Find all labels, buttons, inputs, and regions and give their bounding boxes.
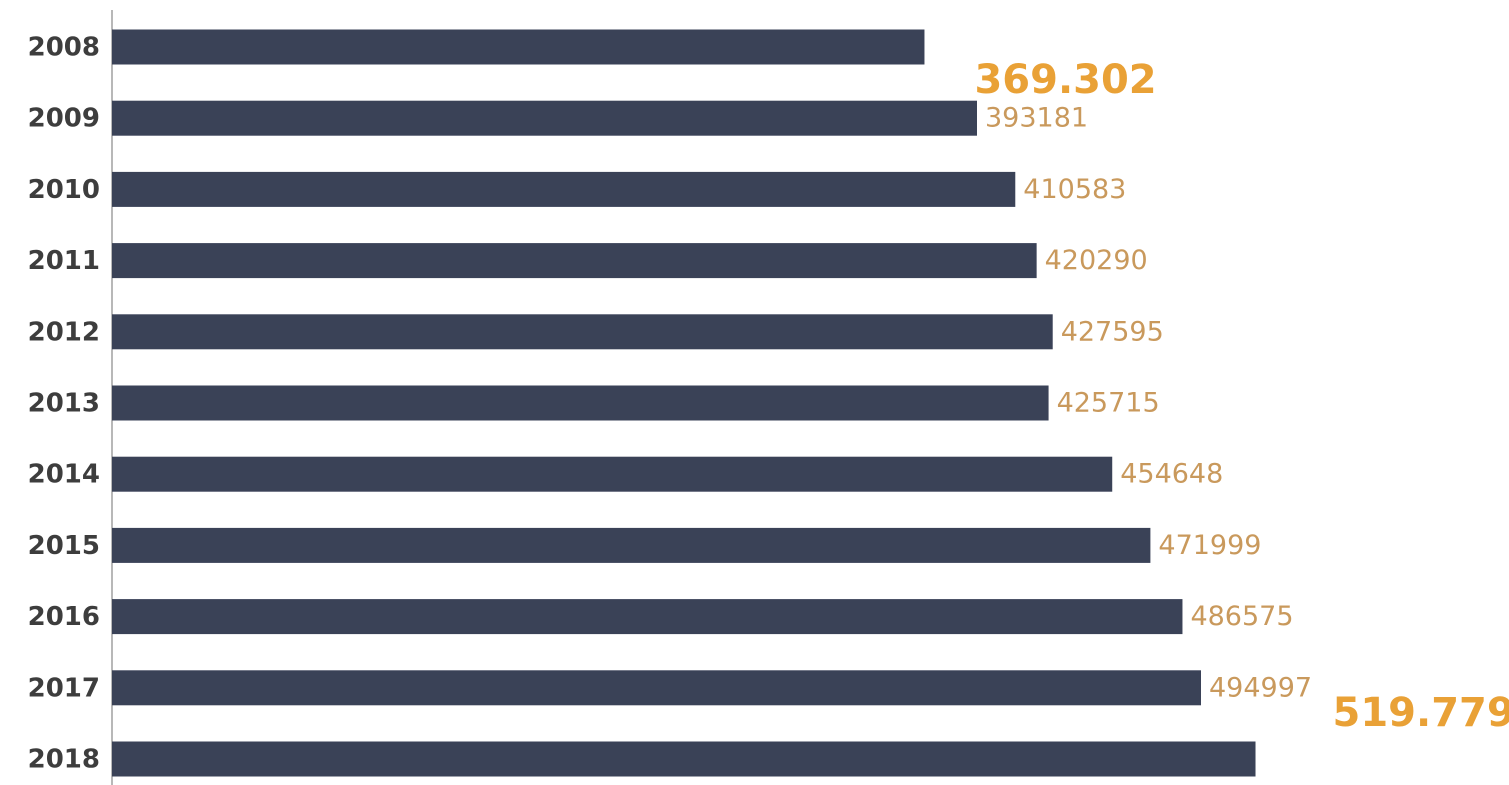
bar <box>112 527 1151 563</box>
value-label: 393181 <box>985 103 1088 134</box>
y-tick-label: 2011 <box>28 246 100 276</box>
y-tick-label: 2010 <box>28 175 100 205</box>
y-tick-label: 2009 <box>28 104 100 134</box>
bar <box>112 599 1183 635</box>
bar <box>112 670 1201 706</box>
value-label: 486575 <box>1190 601 1293 632</box>
bar <box>112 243 1037 279</box>
value-label: 425715 <box>1057 388 1160 419</box>
y-tick-label: 2008 <box>28 33 100 63</box>
bar <box>112 741 1256 777</box>
y-tick-label: 2013 <box>28 389 100 419</box>
value-label-highlight: 519.779 <box>1333 690 1509 736</box>
y-tick-label: 2016 <box>28 602 100 632</box>
value-label: 410583 <box>1023 174 1126 205</box>
value-label: 427595 <box>1061 316 1164 347</box>
bar <box>112 171 1016 207</box>
bar <box>112 456 1113 492</box>
bar <box>112 100 977 136</box>
bar <box>112 385 1049 421</box>
bar <box>112 314 1053 350</box>
bar <box>112 29 925 65</box>
value-label-highlight: 369.302 <box>974 57 1156 103</box>
y-tick-label: 2015 <box>28 531 100 561</box>
y-tick-label: 2012 <box>28 317 100 347</box>
value-label: 454648 <box>1120 459 1223 490</box>
y-tick-label: 2014 <box>28 460 100 490</box>
value-label: 494997 <box>1209 672 1312 703</box>
value-label: 420290 <box>1045 245 1148 276</box>
y-tick-label: 2017 <box>28 673 100 703</box>
y-tick-label: 2018 <box>28 745 100 775</box>
value-label: 471999 <box>1158 530 1261 561</box>
